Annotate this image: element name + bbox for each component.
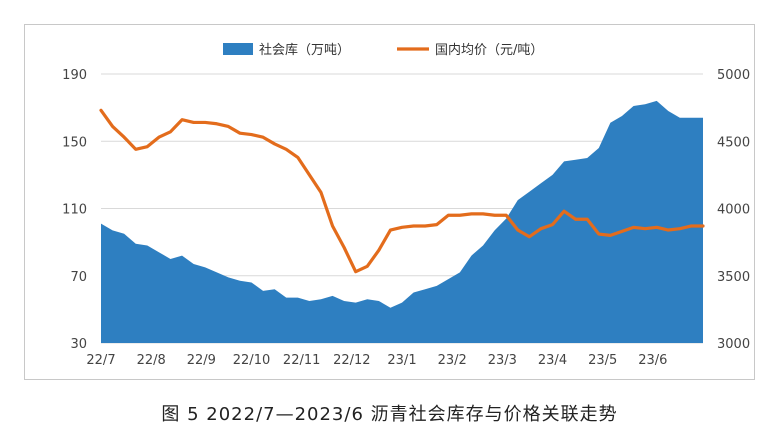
legend-label-inventory: 社会库（万吨） [259,42,350,58]
right-tick-label: 5000 [717,68,750,83]
left-tick-label: 30 [70,337,87,352]
right-axis-ticks: 3000 3500 4000 4500 5000 [717,68,750,352]
legend-label-price: 国内均价（元/吨） [435,42,543,58]
x-tick-label: 23/5 [588,353,617,368]
x-tick-label: 22/12 [333,353,370,368]
left-tick-label: 110 [62,203,87,218]
right-tick-label: 4000 [717,203,750,218]
price-line [99,108,705,274]
inventory-area [101,100,703,344]
x-tick-label: 23/1 [387,353,416,368]
left-tick-label: 150 [62,135,87,150]
chart-frame: 30 70 110 150 190 3000 3500 4000 4500 5000 22/7 2… [24,24,755,380]
price-line-layer [99,108,705,274]
figure-caption: 图 5 2022/7—2023/6 沥青社会库存与价格关联走势 [161,404,618,425]
right-tick-label: 4500 [717,135,750,150]
left-tick-label: 190 [62,68,87,83]
x-tick-label: 22/8 [137,353,166,368]
legend-swatch-inventory [223,43,253,55]
left-axis-ticks: 30 70 110 150 190 [62,68,87,352]
x-tick-label: 22/10 [233,353,270,368]
inventory-area-layer [101,100,703,344]
x-tick-label: 23/3 [488,353,517,368]
right-tick-label: 3500 [717,270,750,285]
left-tick-label: 70 [70,270,87,285]
right-tick-label: 3000 [717,337,750,352]
x-tick-label: 23/2 [438,353,467,368]
x-tick-label: 22/11 [283,353,320,368]
x-tick-label: 22/9 [187,353,216,368]
x-tick-label: 23/4 [538,353,567,368]
x-tick-label: 22/7 [86,353,115,368]
x-axis-ticks: 22/7 22/8 22/9 22/10 22/11 22/12 23/1 23/2 23/3 2… [86,353,667,368]
legend: 社会库（万吨） 国内均价（元/吨） [223,42,543,58]
x-tick-label: 23/6 [638,353,667,368]
